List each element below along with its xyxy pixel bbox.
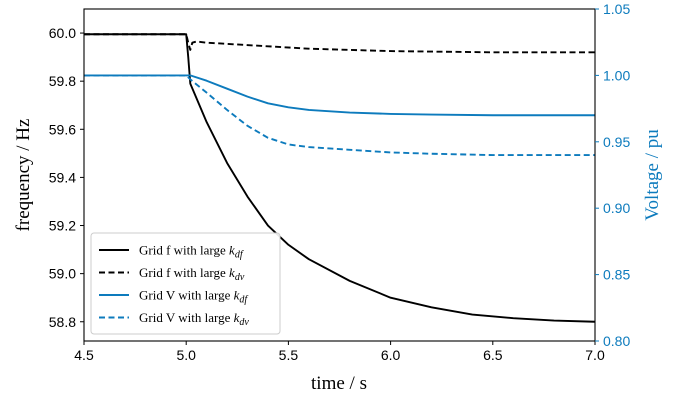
x-tick-label: 7.0 xyxy=(585,347,605,363)
legend-box xyxy=(90,232,281,335)
legend-entry-k: k xyxy=(229,265,235,280)
right-y-tick-label: 0.80 xyxy=(603,333,630,349)
right-y-tick-label: 0.95 xyxy=(603,134,630,150)
left-y-tick-label: 59.4 xyxy=(49,169,76,185)
left-y-tick-label: 58.8 xyxy=(49,314,76,330)
series-line-4 xyxy=(84,74,595,157)
series-line-2 xyxy=(84,33,595,54)
right-y-axis-label: Voltage / pu xyxy=(642,129,663,221)
legend-entry-prefix: Grid V with large xyxy=(139,288,234,303)
x-tick-label: 6.5 xyxy=(483,347,503,363)
left-y-axis-label: frequency / Hz xyxy=(13,119,34,232)
legend-entry-subscript: df xyxy=(235,250,244,261)
legend-entry-prefix: Grid f with large xyxy=(139,243,229,258)
legend-entry-k: k xyxy=(234,310,240,325)
x-tick-label: 4.5 xyxy=(74,347,94,363)
axes-layer: 4.5 5.0 5.5 6.0 6.5 7.0 58.8 59.0 59.2 59.4 59.6 59… xyxy=(49,1,631,363)
left-y-tick-label: 59.6 xyxy=(49,121,76,137)
legend-entry-prefix: Grid V with large xyxy=(139,310,234,325)
legend-entry-subscript: df xyxy=(239,295,248,306)
left-y-tick-label: 60.0 xyxy=(49,25,76,41)
right-y-tick-label: 1.00 xyxy=(603,67,630,83)
x-axis-label: time / s xyxy=(311,373,367,394)
x-tick-label: 5.5 xyxy=(279,347,299,363)
legend-entry: Grid f with large kdf xyxy=(139,243,244,261)
legend-entry-k: k xyxy=(229,243,235,258)
series-line-3 xyxy=(84,74,595,117)
left-y-tick-label: 59.0 xyxy=(49,266,76,282)
right-y-tick-label: 1.05 xyxy=(603,1,630,17)
legend-entry: Grid V with large kdv xyxy=(139,310,249,328)
x-tick-label: 5.0 xyxy=(176,347,196,363)
right-y-tick-label: 0.90 xyxy=(603,200,630,216)
legend-entry: Grid V with large kdf xyxy=(139,288,248,306)
legend-entry-subscript: dv xyxy=(235,272,245,283)
legend-entry: Grid f with large kdv xyxy=(139,265,245,283)
x-tick-label: 6.0 xyxy=(381,347,401,363)
plot-frame xyxy=(83,8,596,342)
legend-entry-subscript: dv xyxy=(239,317,249,328)
series-layer xyxy=(84,33,596,323)
legend-entry-prefix: Grid f with large xyxy=(139,265,229,280)
left-y-tick-label: 59.2 xyxy=(49,218,76,234)
left-y-tick-label: 59.8 xyxy=(49,73,76,89)
legend-entry-k: k xyxy=(234,288,240,303)
right-y-tick-label: 0.85 xyxy=(603,267,630,283)
